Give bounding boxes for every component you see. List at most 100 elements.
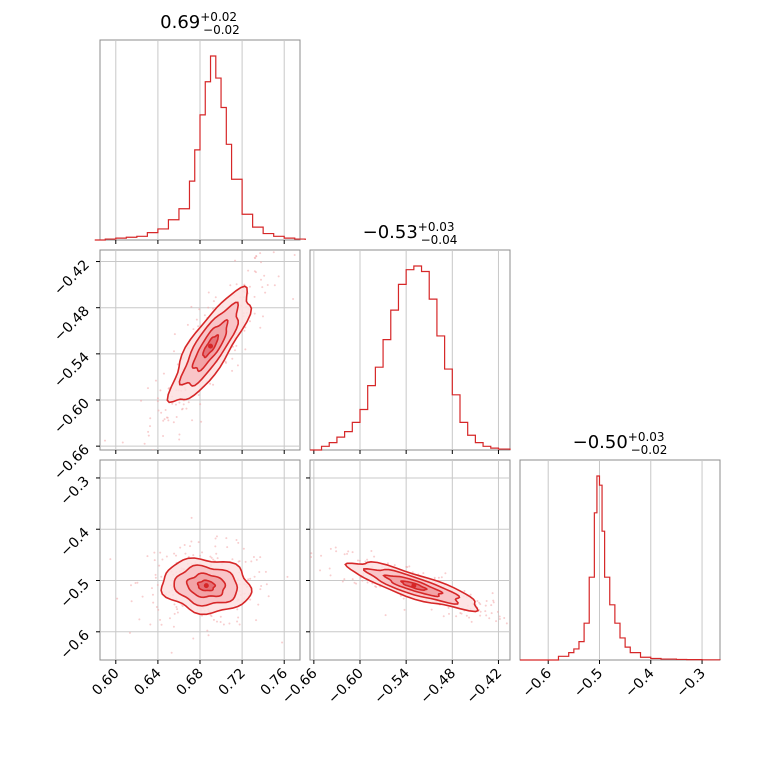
joint-2-0-sample <box>253 575 256 578</box>
joint-2-1-sample <box>335 550 338 553</box>
joint-1-0-ylabel-0: −0.66 <box>51 442 93 484</box>
joint-2-1-sample <box>455 615 458 618</box>
joint-1-0-sample <box>261 315 264 318</box>
joint-2-0-xlabel-1: 0.64 <box>131 665 164 698</box>
joint-1-0-sample <box>176 363 179 366</box>
joint-2-1-sample <box>447 606 450 609</box>
joint-1-0-sample <box>224 360 227 363</box>
joint-2-0-sample <box>134 581 137 584</box>
joint-1-0-sample <box>212 383 215 386</box>
joint-1-0-sample <box>259 326 262 329</box>
joint-2-1-sample <box>433 576 436 579</box>
joint-2-1-sample <box>478 601 481 604</box>
joint-1-0-sample <box>231 345 234 348</box>
joint-2-0-sample <box>237 541 240 544</box>
joint-2-1-sample <box>373 555 376 558</box>
joint-1-0-sample <box>272 251 275 254</box>
joint-1-0-sample <box>163 418 166 421</box>
hist-2-title-median: −0.50 <box>573 432 628 453</box>
joint-1-0-sample <box>197 325 200 328</box>
joint-2-1-sample <box>422 572 425 575</box>
joint-1-0-sample <box>199 403 202 406</box>
joint-2-0-sample <box>255 619 258 622</box>
joint-1-0-sample <box>185 407 188 410</box>
joint-2-1-sample <box>470 620 473 623</box>
joint-2-0-sample <box>252 556 255 559</box>
joint-2-1-sample <box>513 613 515 615</box>
joint-2-0-sample <box>219 615 222 618</box>
joint-2-1-sample <box>384 614 387 617</box>
joint-1-0-sample <box>247 269 250 272</box>
joint-1-0-sample <box>156 400 159 403</box>
joint-1-0-sample <box>149 417 152 420</box>
joint-2-1-sample <box>403 608 406 611</box>
joint-2-0-sample <box>228 622 231 625</box>
joint-2-0-sample <box>207 634 210 637</box>
joint-2-0-sample <box>187 555 190 558</box>
joint-1-0-sample <box>214 296 217 299</box>
joint-2-0-sample <box>214 545 217 548</box>
joint-1-0-sample <box>243 283 246 286</box>
joint-2-0-sample <box>199 554 202 557</box>
joint-2-0-sample <box>201 551 204 554</box>
joint-2-1-xlabel-3: −0.48 <box>417 666 459 708</box>
joint-2-1-sample <box>386 562 389 565</box>
joint-2-0-sample <box>225 537 228 540</box>
joint-2-1-sample <box>430 608 433 611</box>
joint-1-0-sample <box>229 284 232 287</box>
joint-2-1-sample <box>346 552 349 555</box>
joint-2-1-xlabel-2: −0.54 <box>371 665 413 707</box>
joint-2-1-sample <box>498 615 501 618</box>
joint-2-0-sample <box>216 557 219 560</box>
joint-2-1-sample <box>361 579 364 582</box>
joint-2-0-sample <box>181 605 184 608</box>
joint-1-0-sample <box>174 403 177 406</box>
joint-2-0-sample <box>154 576 157 579</box>
joint-2-1-sample <box>328 567 331 570</box>
joint-1-0-samples <box>103 251 296 450</box>
joint-1-0-sample <box>197 393 200 396</box>
joint-2-0-sample <box>257 603 260 606</box>
joint-1-0-sample <box>173 333 176 336</box>
joint-1-0-sample <box>253 270 256 273</box>
joint-2-1-xlabel-4: −0.42 <box>464 666 506 708</box>
joint-1-0-sample <box>160 411 163 414</box>
joint-2-1-sample <box>329 547 332 550</box>
joint-2-1-sample <box>465 614 468 617</box>
hist-1-title-minus: −0.04 <box>421 233 458 247</box>
joint-2-0-xlabel-2: 0.68 <box>173 666 206 699</box>
hist-1-step-line <box>310 265 511 451</box>
joint-1-0-ylabel-4: −0.42 <box>51 257 93 299</box>
joint-1-0-sample <box>200 420 203 423</box>
joint-2-1-sample <box>442 615 445 618</box>
joint-2-1-sample <box>490 604 493 607</box>
joint-1-0-sample <box>243 329 246 332</box>
joint-1-0-sample <box>233 349 236 352</box>
joint-2-0-sample <box>235 538 238 541</box>
joint-2-1-sample <box>343 578 346 581</box>
joint-2-1-sample <box>460 612 463 615</box>
joint-2-1-sample <box>468 616 471 619</box>
joint-2-0-sample <box>247 578 250 581</box>
joint-2-0-sample <box>236 620 239 623</box>
joint-2-0-sample <box>136 581 139 584</box>
joint-1-0-sample <box>165 416 168 419</box>
joint-2-0-sample <box>258 571 261 574</box>
joint-1-0-sample <box>248 320 251 323</box>
joint-2-0-sample <box>151 593 154 596</box>
joint-1-0-sample <box>186 323 189 326</box>
hist-2-xlabel-1: −0.5 <box>571 666 606 701</box>
joint-2-1-sample <box>364 560 367 563</box>
joint-2-0-sample <box>160 623 163 626</box>
hist-1-title-median: −0.53 <box>363 222 418 243</box>
joint-2-0-sample <box>175 606 178 609</box>
joint-1-0-sample <box>149 425 152 428</box>
joint-1-0-sample <box>212 300 215 303</box>
joint-1-0-sample <box>236 364 239 367</box>
hist-0-step-line <box>94 55 306 241</box>
joint-1-0-sample <box>263 274 266 277</box>
joint-1-0-sample <box>264 291 267 294</box>
hist-2-title: −0.50+0.03 −0.02 <box>573 430 668 457</box>
joint-2-0-sample <box>153 559 156 562</box>
joint-1-0-sample <box>293 253 296 256</box>
